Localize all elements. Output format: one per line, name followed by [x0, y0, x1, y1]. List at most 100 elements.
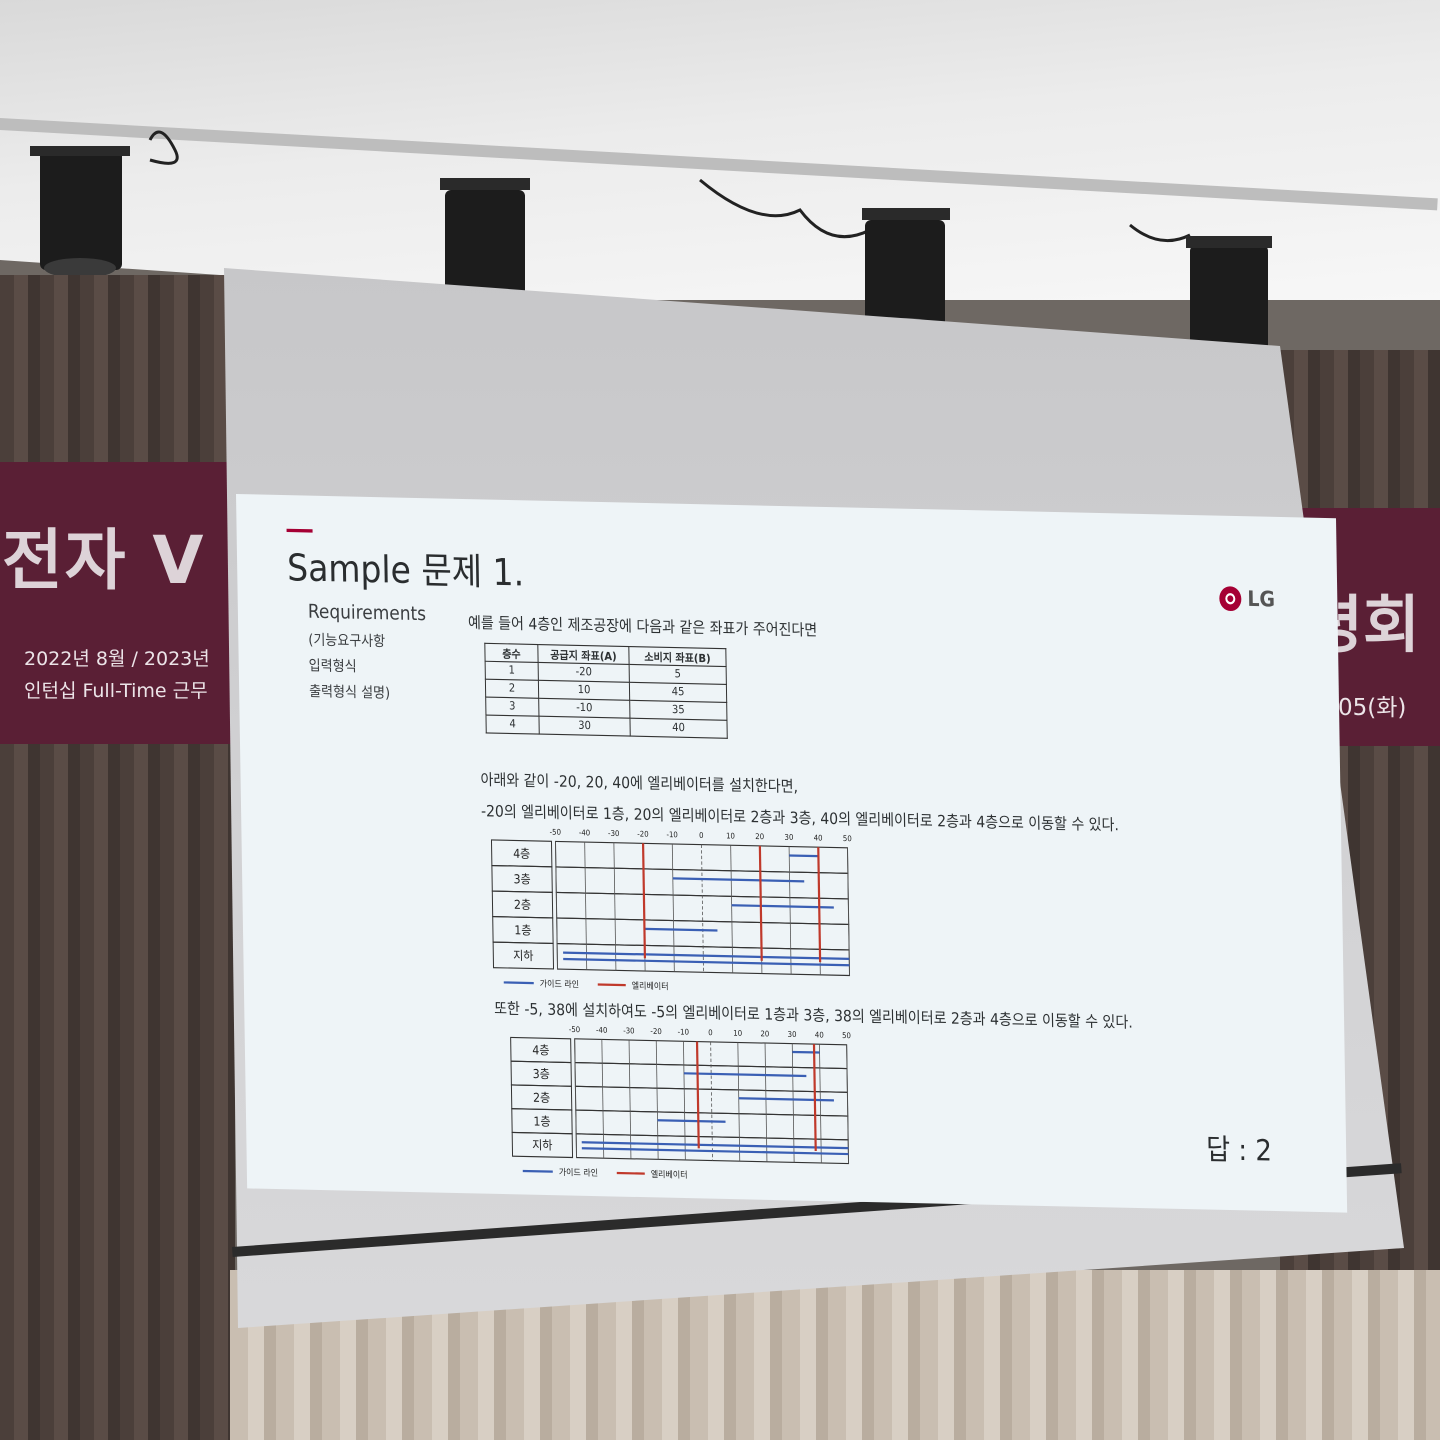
banner-date: 05(화) [1338, 695, 1407, 721]
axis-tick-label: 40 [814, 833, 823, 843]
banner-subtitle: 인턴십 Full-Time 근무 [24, 680, 208, 702]
floor-label-box [511, 1131, 574, 1159]
requirements-title: Requirements [307, 600, 427, 626]
floor-label: 지하 [532, 1138, 553, 1153]
table-header: 소비지 좌표(B) [628, 646, 727, 667]
axis-tick-label: -50 [569, 1025, 581, 1035]
table-cell: 2 [485, 679, 539, 699]
guide-line [563, 957, 850, 967]
guide-line [581, 1147, 849, 1156]
table-cell: 35 [629, 700, 727, 721]
elevator-line [812, 1044, 817, 1151]
guide-line [731, 904, 834, 909]
legend-elevator-label: 엘리베이터 [632, 980, 669, 992]
axis-tick-label: -50 [550, 827, 562, 837]
guide-line [657, 1119, 726, 1123]
lg-logo-text: LG [1247, 586, 1276, 613]
stage-light-icon [30, 146, 130, 278]
elevator-diagram-2: -50 -40 -30 -20 -10 0 10 20 30 40 50 4층 3층 2층 1층지하가이드 … [510, 1025, 851, 1181]
legend-guide-swatch [522, 1169, 553, 1173]
elevator-diagram-1: -50 -40 -30 -20 -10 0 10 20 30 40 50 4층 3층 2층 1층지하가이드 … [490, 827, 852, 993]
grid-line [819, 1044, 822, 1163]
grid-row [575, 1109, 849, 1141]
table-cell: -20 [538, 662, 630, 683]
requirements-line: 출력형식 설명) [309, 683, 391, 703]
axis-tick-label: -30 [608, 828, 620, 838]
table-header: 공급지 좌표(A) [537, 644, 630, 665]
grid-line [788, 846, 792, 975]
table-cell: 30 [538, 716, 631, 737]
axis-tick-label: -10 [666, 830, 678, 840]
legend-elevator-label: 엘리베이터 [651, 1169, 688, 1181]
elevator-line [641, 843, 647, 959]
guide-line [683, 1072, 807, 1078]
grid-line [613, 842, 617, 971]
slide-title: Sample 문제 1. [286, 545, 525, 595]
coordinate-table: 층수 공급지 좌표(A) 소비지 좌표(B) 1 -20 5 2 10 45 3… [484, 643, 728, 739]
floor-label-box [492, 941, 555, 970]
legend-elevator-swatch [616, 1171, 645, 1175]
guide-line [644, 927, 718, 932]
requirements-line: 입력형식 [308, 657, 357, 676]
axis-tick-label: 30 [788, 1029, 797, 1039]
axis-tick-label: 0 [708, 1028, 713, 1038]
intro-text: 예를 들어 4층인 제조공장에 다음과 같은 좌표가 주어진다면 [467, 614, 818, 641]
guide-line [792, 1050, 820, 1054]
table-cell: 10 [538, 680, 630, 701]
axis-tick-label: 50 [842, 1031, 851, 1041]
floor-label: 지하 [513, 948, 534, 963]
zero-axis-line [710, 1041, 713, 1161]
axis-tick-label: -20 [650, 1026, 662, 1036]
presentation-slide: Sample 문제 1. LG Requirements (기능요구사항 입력형… [236, 494, 1348, 1213]
grid-line [791, 1043, 795, 1163]
legend-guide-swatch [503, 981, 534, 985]
lg-logo: LG [1219, 586, 1275, 612]
axis-tick-label: -10 [678, 1027, 690, 1037]
zero-axis-line [701, 844, 704, 973]
floor-label: 1층 [533, 1114, 551, 1129]
grid-line [655, 1040, 659, 1160]
guide-line [581, 1141, 849, 1150]
requirements-line: (기능요구사항 [308, 632, 386, 651]
table-cell: 5 [629, 664, 727, 685]
axis-tick-label: 0 [699, 830, 704, 840]
grid-line [846, 1044, 849, 1164]
axis-tick-label: 40 [815, 1030, 824, 1040]
axis-tick-label: -20 [637, 829, 649, 839]
event-banner-left: 전자 V 2022년 8월 / 2023년 인턴십 Full-Time 근무 [0, 462, 235, 744]
table-cell: 3 [485, 697, 539, 717]
floor-label: 4층 [532, 1043, 550, 1058]
table-cell: 4 [485, 715, 540, 735]
grid-line [628, 1040, 632, 1159]
axis-tick-label: 20 [755, 832, 764, 842]
table-cell: 45 [629, 682, 727, 703]
grid-line [601, 1039, 605, 1159]
grid-line [584, 842, 588, 970]
table-cell: 40 [629, 718, 728, 739]
floor-label: 4층 [513, 846, 531, 861]
floor-label: 2층 [533, 1090, 551, 1105]
floor-label: 1층 [514, 923, 532, 938]
grid-line [764, 1043, 768, 1162]
elevator-line [758, 845, 763, 961]
legend-elevator-swatch [597, 983, 626, 987]
elevator-line [817, 847, 822, 963]
title-accent [286, 528, 313, 533]
banner-period: 2022년 8월 / 2023년 [24, 648, 210, 670]
requirements-box: Requirements (기능요구사항 입력형식 출력형식 설명) [308, 601, 428, 703]
guide-line [563, 951, 850, 961]
axis-tick-label: 10 [733, 1028, 742, 1038]
grid-line [847, 847, 850, 976]
guide-line [672, 877, 805, 883]
table-cell: -10 [538, 698, 630, 719]
table-cell: 1 [485, 661, 539, 681]
lg-logo-icon [1219, 586, 1242, 612]
guide-line [738, 1097, 834, 1102]
axis-tick-label: -40 [596, 1025, 608, 1035]
elevator-line [695, 1041, 700, 1149]
table-header: 층수 [484, 643, 539, 663]
grid-row [555, 866, 849, 900]
axis-tick-label: 10 [726, 831, 735, 841]
curtain-left [0, 275, 235, 1440]
grid-line [683, 1041, 686, 1160]
